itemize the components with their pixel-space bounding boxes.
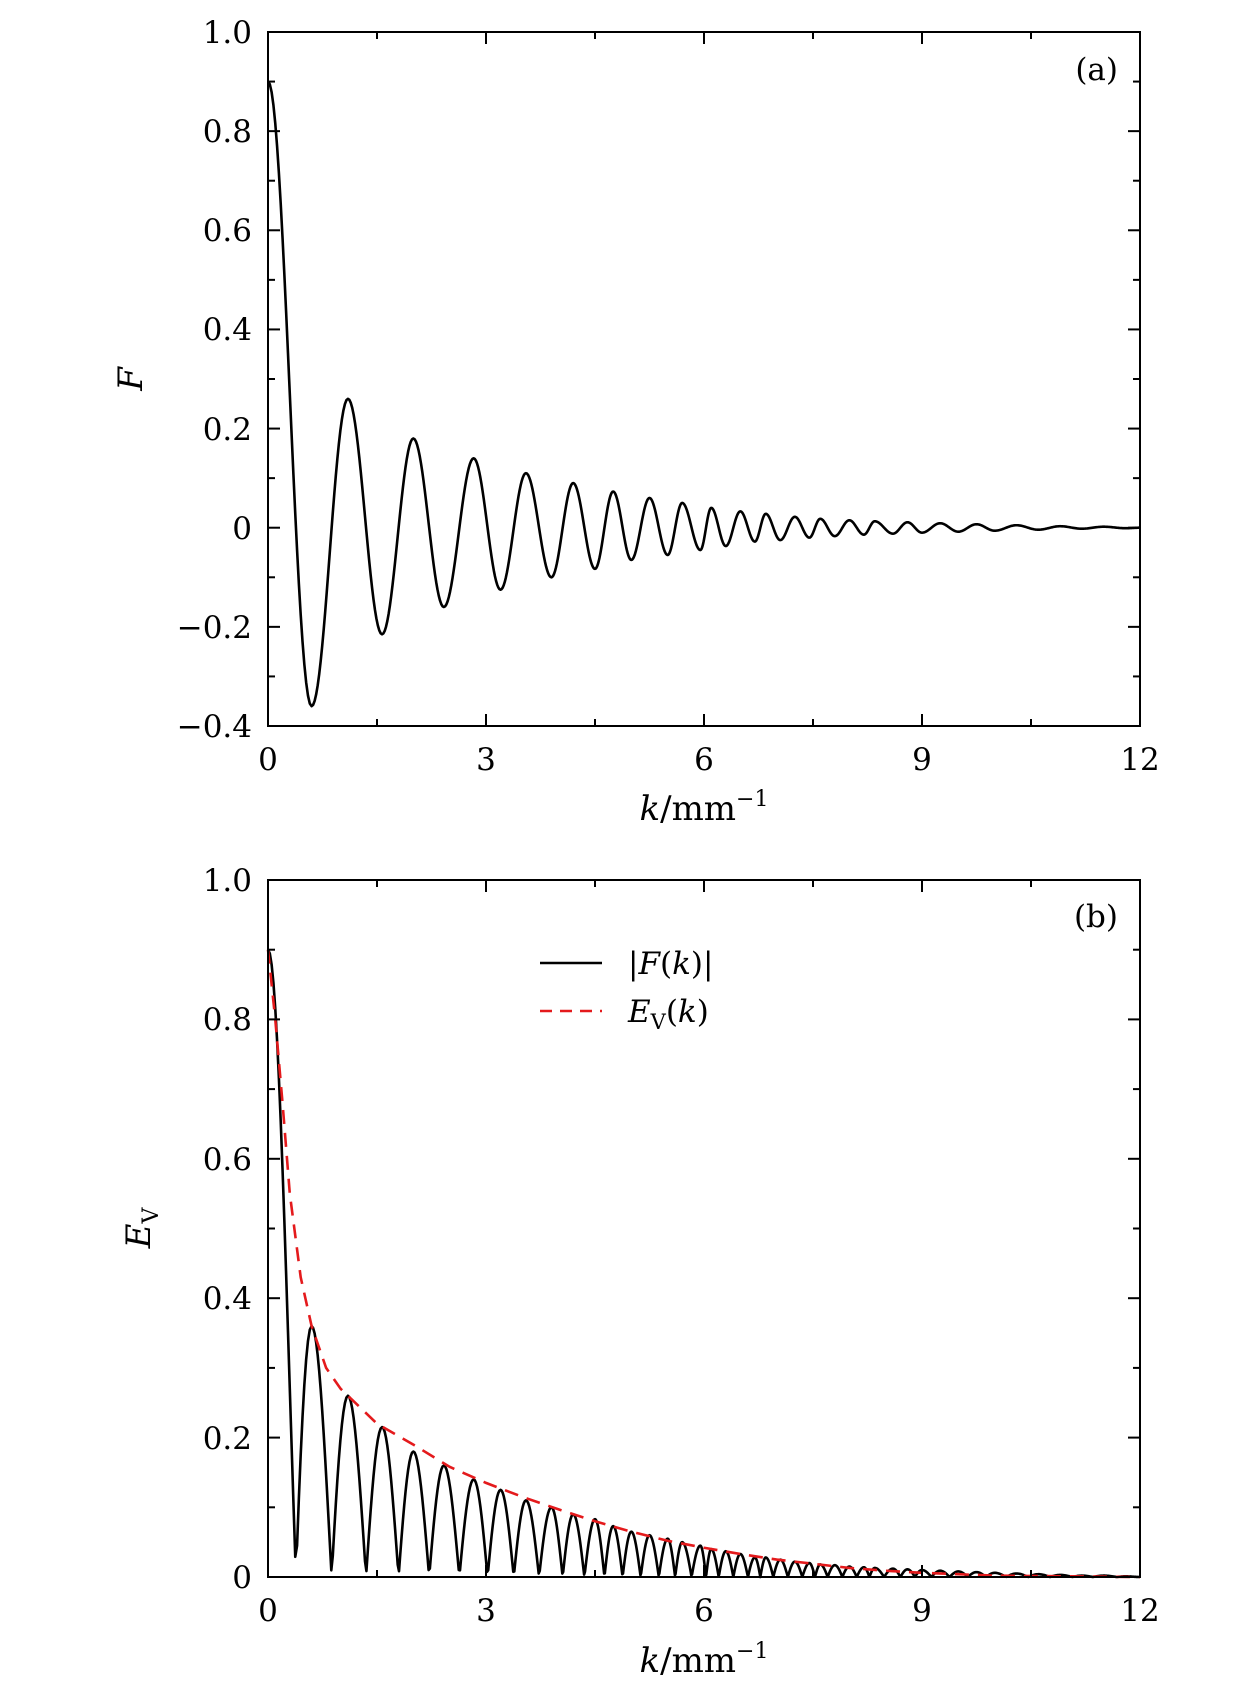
legend-label-abs-f: |F(k)| [628, 946, 713, 982]
x-tick-label: 12 [1120, 1593, 1159, 1629]
panel-a-plot-layer [266, 80, 1141, 708]
panel-b-x-axis-label: k/mm−1 [640, 1639, 769, 1681]
y-tick-label: 0.8 [203, 1002, 252, 1038]
x-tick-label: 3 [476, 742, 496, 778]
panel-a-x-tick-labels: 0 3 6 9 12 [258, 742, 1160, 778]
panel-b-x-tick-labels: 0 3 6 9 12 [258, 1593, 1160, 1629]
panel-b-frame [267, 879, 1141, 1578]
y-tick-label: 0.6 [203, 1142, 252, 1178]
panel-b-y-axis-label: EV [119, 1207, 164, 1250]
x-tick-label: 6 [694, 1593, 714, 1629]
y-tick-label: 0 [232, 1560, 252, 1596]
series-line-ev [266, 949, 1141, 1579]
panel-a-x-axis-label: k/mm−1 [640, 787, 769, 829]
y-tick-label: 1.0 [203, 15, 252, 51]
x-tick-label: 6 [694, 742, 714, 778]
x-tick-label: 9 [912, 742, 932, 778]
panel-b-plot-layer [266, 949, 1141, 1579]
panel-b: 0 3 6 9 12 0 0.2 0.4 0.6 0.8 1.0 k/mm−1 … [119, 863, 1160, 1681]
y-tick-label: 1.0 [203, 863, 252, 899]
y-tick-label: −0.4 [177, 709, 252, 745]
y-tick-label: 0.2 [203, 412, 252, 448]
x-tick-label: 0 [258, 1593, 278, 1629]
y-tick-label: 0.8 [203, 114, 252, 150]
x-tick-label: 3 [476, 1593, 496, 1629]
panel-a-label: (a) [1075, 52, 1118, 88]
legend: |F(k)| EV(k) [540, 946, 713, 1034]
legend-label-ev: EV(k) [627, 994, 709, 1034]
y-tick-label: −0.2 [177, 610, 252, 646]
x-tick-label: 12 [1120, 742, 1159, 778]
panel-a-y-tick-labels: −0.4 −0.2 0 0.2 0.4 0.6 0.8 1.0 [177, 15, 252, 745]
panel-a: 0 3 6 9 12 −0.4 −0.2 0 0.2 0.4 0.6 0.8 1… [111, 15, 1160, 829]
panel-a-ticks [267, 31, 1141, 727]
panel-b-ticks [267, 879, 1141, 1578]
series-line-abs-f [266, 949, 1141, 1579]
series-line-f [266, 80, 1141, 708]
y-tick-label: 0.6 [203, 213, 252, 249]
y-tick-label: 0.2 [203, 1421, 252, 1457]
y-tick-label: 0.4 [203, 312, 252, 348]
panel-b-label: (b) [1074, 899, 1118, 935]
y-tick-label: 0 [232, 511, 252, 547]
panel-a-y-axis-label: F [111, 366, 151, 392]
panel-b-y-tick-labels: 0 0.2 0.4 0.6 0.8 1.0 [203, 863, 252, 1596]
y-tick-label: 0.4 [203, 1281, 252, 1317]
x-tick-label: 9 [912, 1593, 932, 1629]
panel-a-frame [267, 31, 1141, 727]
x-tick-label: 0 [258, 742, 278, 778]
